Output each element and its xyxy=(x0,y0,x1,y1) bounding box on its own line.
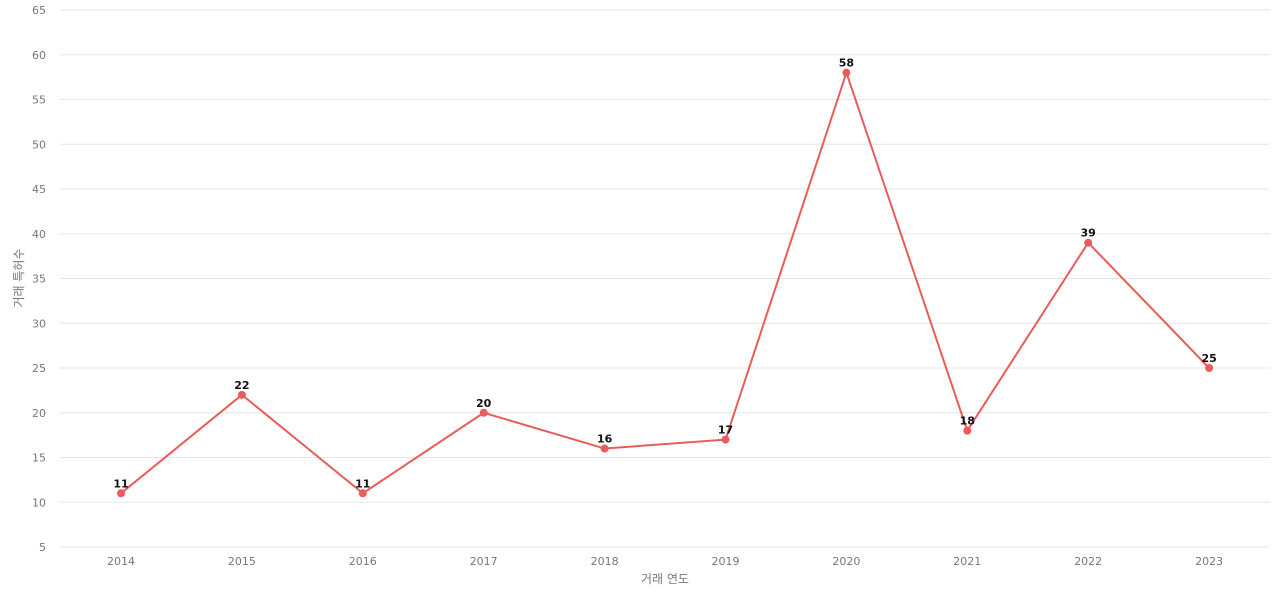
data-point xyxy=(1205,364,1214,372)
x-tick-label: 2020 xyxy=(832,555,860,568)
y-tick-label: 25 xyxy=(32,362,46,375)
x-tick-label: 2022 xyxy=(1074,555,1102,568)
x-tick-label: 2017 xyxy=(470,555,498,568)
data-label: 11 xyxy=(113,477,128,490)
data-label: 18 xyxy=(960,415,975,428)
data-label: 25 xyxy=(1201,352,1216,365)
y-tick-label: 65 xyxy=(32,4,46,17)
grid-layer xyxy=(60,9,1270,548)
data-point xyxy=(963,426,972,435)
y-tick-label: 30 xyxy=(32,317,46,330)
data-point xyxy=(1084,238,1093,247)
x-axis-title: 거래 연도 xyxy=(641,572,689,586)
data-point xyxy=(117,489,125,498)
data-label: 58 xyxy=(839,57,854,70)
data-labels: 11 22 11 20 16 17 58 18 39 25 xyxy=(113,57,1216,491)
y-axis-ticks: 5 10 15 20 25 30 35 40 45 50 55 60 65 xyxy=(32,4,46,554)
data-point xyxy=(358,489,367,498)
y-tick-label: 10 xyxy=(32,496,46,509)
y-tick-label: 60 xyxy=(32,49,46,62)
data-point xyxy=(600,444,609,453)
y-tick-label: 50 xyxy=(32,138,46,151)
data-label: 16 xyxy=(597,433,613,446)
y-tick-label: 40 xyxy=(32,228,46,241)
y-tick-label: 15 xyxy=(32,452,46,465)
data-points xyxy=(117,68,1214,498)
data-point xyxy=(842,68,851,77)
data-label: 11 xyxy=(355,477,370,490)
y-tick-label: 5 xyxy=(39,541,46,554)
data-label: 39 xyxy=(1081,227,1096,240)
series-line xyxy=(120,69,1210,495)
data-point xyxy=(479,408,488,417)
data-label: 17 xyxy=(718,424,733,437)
x-tick-label: 2023 xyxy=(1195,555,1223,568)
x-tick-label: 2014 xyxy=(107,555,135,568)
data-point xyxy=(721,435,730,444)
y-tick-label: 35 xyxy=(32,273,46,286)
x-tick-label: 2021 xyxy=(953,555,981,568)
y-axis-title: 거래 특허수 xyxy=(12,248,26,307)
x-tick-label: 2019 xyxy=(712,555,740,568)
x-axis-ticks: 2014 2015 2016 2017 2018 2019 2020 2021 2022 2023 xyxy=(107,555,1223,568)
data-label: 20 xyxy=(476,397,492,410)
data-label: 22 xyxy=(234,379,249,392)
x-tick-label: 2016 xyxy=(349,555,377,568)
x-tick-label: 2015 xyxy=(228,555,256,568)
x-tick-label: 2018 xyxy=(591,555,619,568)
y-tick-label: 45 xyxy=(32,183,46,196)
y-tick-label: 20 xyxy=(32,407,46,420)
data-point xyxy=(237,390,246,399)
y-tick-label: 55 xyxy=(32,94,46,107)
